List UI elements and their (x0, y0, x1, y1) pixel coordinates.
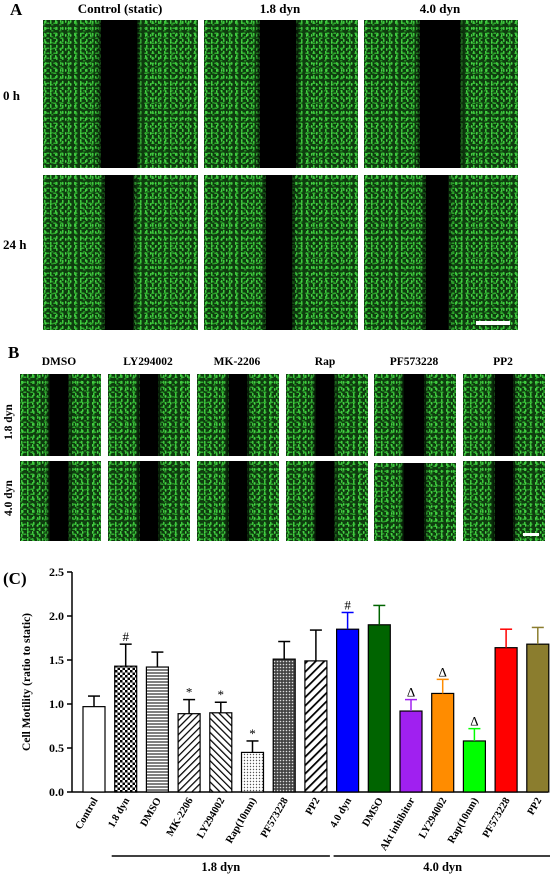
micrograph-pf573228-1-8dyn (374, 374, 456, 456)
group-label-4-0dyn: 4.0 dyn (423, 860, 462, 874)
panel-a-row-label-24h: 24 h (3, 237, 27, 252)
micrograph-1-8dyn-24h (204, 175, 358, 330)
group-label-1-8dyn: 1.8 dyn (201, 860, 240, 874)
panel-a-col-header-3: 4.0 dyn (419, 1, 461, 16)
y-tick-label: 0.5 (49, 741, 64, 755)
micrograph-dmso-1-8dyn (20, 374, 101, 456)
significance-marker: * (249, 726, 256, 741)
bar (431, 692, 455, 793)
bar (177, 713, 201, 793)
significance-marker: * (186, 685, 193, 700)
x-tick-label: LY294002 (195, 796, 227, 841)
panel-b-letter: B (8, 343, 20, 362)
micrograph-dmso-4-0dyn (20, 461, 101, 541)
micrograph-control-24h (43, 175, 198, 330)
panel-b-col-header-2: LY294002 (123, 356, 173, 368)
micrograph-pp2-4-0dyn (463, 461, 545, 541)
scale-bar (476, 321, 510, 325)
y-tick-label: 1.5 (49, 653, 64, 667)
significance-marker: * (218, 687, 225, 702)
y-axis-title: Cell Motility (ratio to static) (21, 613, 33, 751)
panel-a-letter: A (10, 0, 23, 19)
bar (82, 706, 106, 793)
x-tick-label: Control (74, 796, 101, 832)
x-tick-label: Rap(10nm) (446, 796, 481, 846)
y-tick-label: 2.0 (49, 609, 64, 623)
micrograph-ly294002-1-8dyn (108, 374, 190, 456)
micrograph-rap-1-8dyn (286, 374, 368, 456)
bar (336, 628, 360, 793)
significance-marker: Δ (470, 714, 478, 729)
significance-marker: # (122, 629, 129, 644)
x-tick-label: DMSO (361, 796, 386, 829)
x-tick-label: PP2 (526, 796, 545, 817)
x-tick-label: PP2 (304, 796, 323, 817)
y-tick-label: 0.0 (49, 785, 64, 799)
bar (240, 751, 265, 793)
scale-bar-b (523, 533, 539, 536)
panel-b-col-header-1: DMSO (41, 356, 77, 368)
x-tick-label: DMSO (139, 796, 164, 829)
x-tick-label: LY294002 (417, 796, 449, 841)
x-tick-label: 1.8 dyn (106, 796, 132, 830)
bar (399, 710, 423, 793)
panel-a-col-header-2: 1.8 dyn (259, 1, 301, 16)
x-tick-label: 4.0 dyn (328, 796, 354, 830)
significance-marker: Δ (439, 664, 447, 679)
x-tick-label: PF573228 (259, 796, 291, 840)
micrograph-mk2206-4-0dyn (197, 461, 279, 541)
micrograph-4-0dyn-24h (364, 175, 518, 330)
bar (304, 660, 328, 793)
micrograph-1-8dyn-0h (204, 20, 358, 168)
micrograph-ly294002-4-0dyn (108, 461, 190, 541)
micrograph-rap-4-0dyn (286, 461, 368, 541)
significance-marker: Δ (407, 685, 415, 700)
x-tick-label: PF573228 (481, 796, 513, 840)
micrograph-pf573228-4-0dyn (374, 463, 456, 541)
bar (526, 643, 550, 793)
bar (114, 665, 138, 793)
panel-c-letter: (C) (3, 569, 27, 588)
significance-marker: # (344, 597, 351, 612)
panel-b-col-header-4: Rap (314, 356, 336, 368)
bar (272, 658, 296, 793)
micrograph-control-0h (43, 20, 198, 168)
panel-b-col-header-5: PF573228 (389, 356, 439, 368)
x-tick-label: Rap(10nm) (224, 796, 259, 846)
y-tick-label: 2.5 (49, 565, 64, 579)
panel-b-col-header-3: MK-2206 (213, 356, 261, 368)
bar (145, 666, 169, 793)
bar (462, 740, 486, 793)
x-tick-label: MK-2206 (165, 796, 196, 838)
x-tick-label: Akt inhibitor (378, 796, 417, 853)
bar (494, 647, 518, 793)
bar (209, 712, 233, 793)
micrograph-pp2-1-8dyn (463, 374, 545, 456)
panel-a-row-label-0h: 0 h (3, 88, 20, 103)
y-tick-label: 1.0 (49, 697, 64, 711)
panel-a-col-header-1: Control (static) (77, 1, 163, 16)
panel-b-col-header-6: PP2 (493, 356, 513, 368)
micrograph-4-0dyn-0h (364, 20, 518, 168)
bar (367, 624, 391, 793)
micrograph-mk2206-1-8dyn (197, 374, 279, 456)
